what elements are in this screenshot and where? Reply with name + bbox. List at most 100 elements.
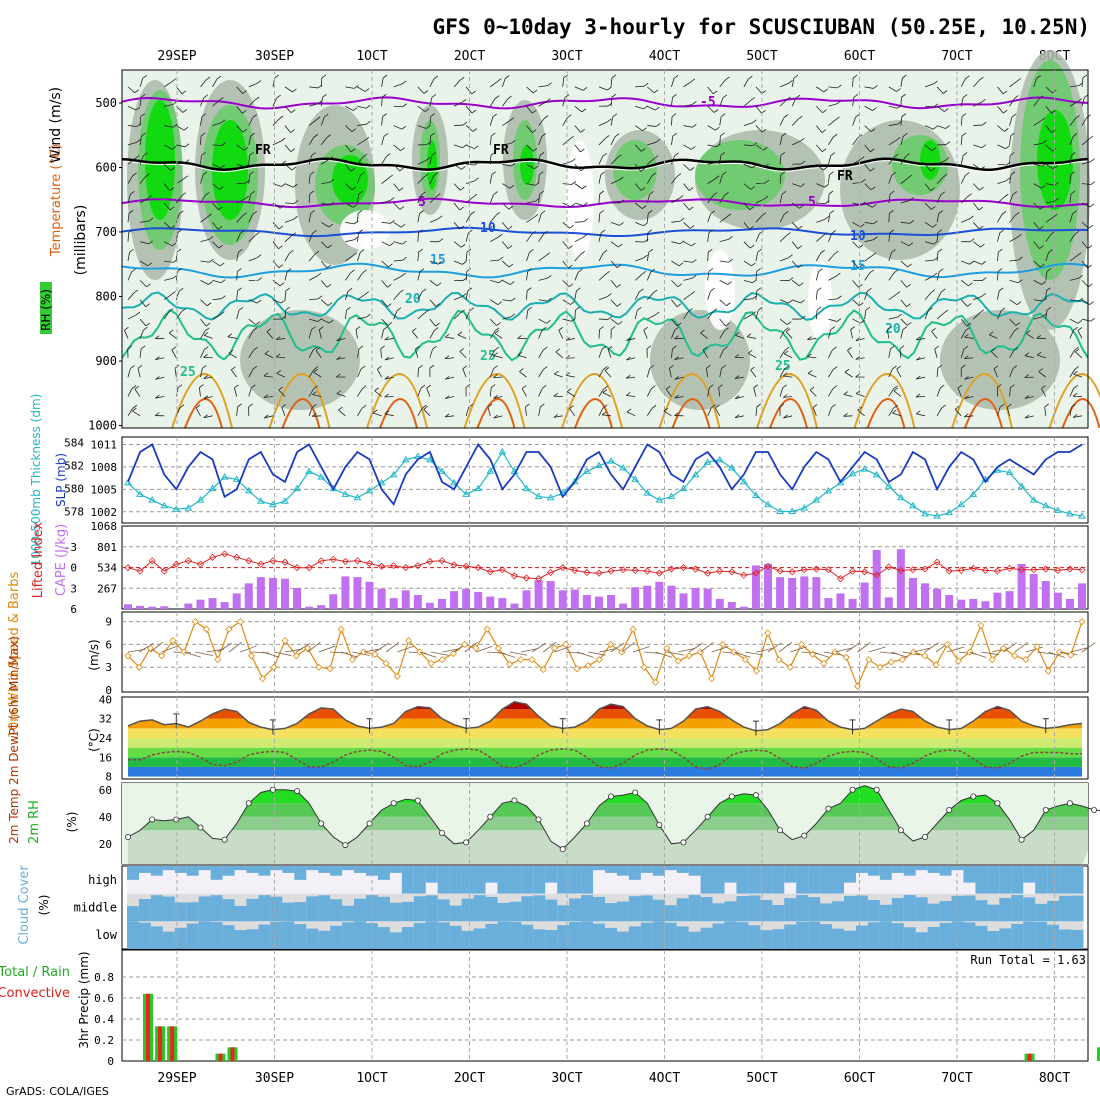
wind-barb xyxy=(489,135,492,145)
cape-bar xyxy=(570,589,579,609)
cloud-high xyxy=(891,866,905,873)
cloud-middle xyxy=(939,901,953,922)
wind-barb xyxy=(417,312,425,320)
thickness-point xyxy=(462,490,471,497)
cape-bar xyxy=(933,588,942,609)
cape-tick: 534 xyxy=(97,562,117,575)
wind-barb xyxy=(429,299,437,307)
wind-speed-point xyxy=(674,657,682,665)
wind-barb-flag xyxy=(459,206,464,211)
axis-label-cape: CAPE (J/kg) xyxy=(54,524,69,596)
cape-bar xyxy=(751,565,760,609)
wind-barb xyxy=(791,97,797,107)
surface-wind-barb xyxy=(161,645,178,653)
wind-barb xyxy=(973,260,982,265)
wind-barb xyxy=(990,351,998,359)
wind-barb-flag xyxy=(547,297,552,302)
wind-barb-flag xyxy=(1082,74,1088,79)
wind-barb xyxy=(236,105,243,114)
wind-barb xyxy=(429,175,435,184)
wind-barb-flag xyxy=(253,346,258,351)
surface-wind-barb xyxy=(307,641,321,653)
surface-wind-barb xyxy=(397,645,414,653)
wind-barb xyxy=(816,105,823,113)
wind-barb-flag xyxy=(616,264,622,269)
thickness-point xyxy=(196,496,205,503)
surface-wind-barb xyxy=(296,642,311,653)
wind-barb xyxy=(417,194,422,204)
wind-barb-flag xyxy=(756,403,762,408)
wind-barb xyxy=(127,314,137,320)
wind-barb xyxy=(200,135,202,145)
wind-barb-flag xyxy=(1078,274,1083,279)
wind-barb-flag xyxy=(329,319,334,324)
wind-barb-flag xyxy=(873,85,878,89)
wind-barb-flag xyxy=(353,85,359,89)
wind-barb-flag xyxy=(389,242,394,246)
wind-barb xyxy=(755,271,758,281)
wind-barb xyxy=(139,176,146,184)
wind-barb-flag xyxy=(131,268,136,273)
wind-barb xyxy=(916,357,926,361)
wind-barb-flag xyxy=(643,222,648,227)
wind-barb xyxy=(562,77,565,87)
wind-barb-flag xyxy=(988,331,994,336)
wind-barb xyxy=(284,125,291,133)
wind-barb-flag xyxy=(710,210,715,215)
wind-barb xyxy=(719,318,726,327)
wind-barb-flag xyxy=(327,302,333,307)
wind-barb-flag xyxy=(336,356,341,360)
wind-barb-flag xyxy=(649,365,654,369)
thickness-point xyxy=(619,463,627,471)
wind-barb xyxy=(417,387,422,397)
wind-barb-flag xyxy=(134,89,140,94)
wind-barb xyxy=(315,350,322,359)
wind-barb xyxy=(127,213,130,223)
wind-barb xyxy=(635,85,645,88)
wind-barb-flag xyxy=(1016,78,1021,82)
wind-barb-flag xyxy=(431,94,437,98)
cloud-high xyxy=(796,866,809,894)
wind-barb-flag xyxy=(861,201,866,206)
wind-barb-flag xyxy=(390,220,395,224)
wind-barb-flag xyxy=(426,384,431,389)
wind-barb-flag xyxy=(237,403,242,408)
wind-speed-point xyxy=(494,644,502,652)
wind-barb xyxy=(900,260,908,268)
wind-barb-flag xyxy=(250,190,255,195)
wind-barb xyxy=(203,376,213,380)
surface-wind-barb xyxy=(1025,646,1043,653)
lifted-index-point xyxy=(692,565,700,573)
axis-label-precip: 3hr Precip (mm) xyxy=(77,951,91,1048)
wind-barb xyxy=(646,292,654,300)
wind-barb xyxy=(466,163,476,166)
wind-barb xyxy=(284,202,294,204)
wind-barb xyxy=(526,234,533,242)
wind-barb-flag xyxy=(387,283,392,288)
wind-barb-flag xyxy=(218,206,223,211)
cloud-high xyxy=(270,866,283,871)
wind-barb-flag xyxy=(979,186,984,191)
wind-barb xyxy=(719,368,722,378)
lifted-index-point xyxy=(1030,566,1038,574)
wind-barb xyxy=(936,213,940,223)
wind-barb-flag xyxy=(1089,301,1094,305)
wind-barb xyxy=(1045,271,1048,281)
wind-speed-point xyxy=(999,644,1008,652)
wind-barb-flag xyxy=(399,206,405,210)
wind-barb xyxy=(816,125,823,133)
isotherm-label: 10 xyxy=(850,229,866,244)
wind-barb-flag xyxy=(653,155,659,159)
wind-barb xyxy=(683,294,691,301)
wind-barb-flag xyxy=(653,89,659,94)
wind-barb-flag xyxy=(689,167,695,171)
cloud-middle xyxy=(963,895,976,922)
wind-barb xyxy=(888,252,892,262)
wind-barb xyxy=(415,348,419,358)
wind-barb xyxy=(502,98,508,107)
thickness-point xyxy=(667,492,676,500)
wind-barb-flag xyxy=(746,333,752,338)
wind-barb-flag xyxy=(1039,245,1044,249)
wind-barb xyxy=(864,164,871,172)
cape-bar xyxy=(691,588,700,609)
